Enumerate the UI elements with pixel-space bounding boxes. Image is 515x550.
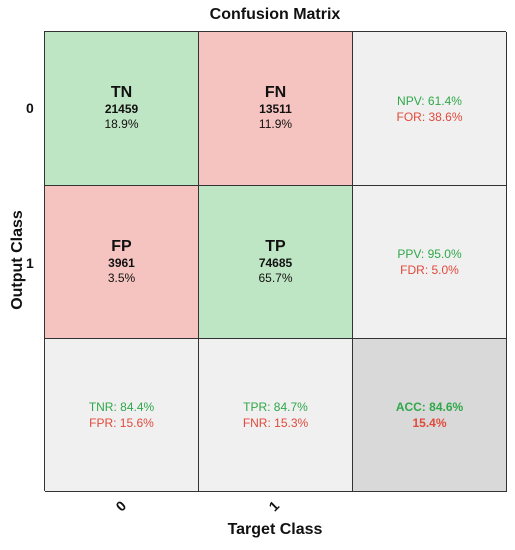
overall-summary: ACC: 84.6% 15.4% <box>353 339 507 492</box>
cell-fp: FP 3961 3.5% <box>45 186 199 339</box>
cell-fn-percent: 11.9% <box>258 117 293 131</box>
cell-fp-label: FP <box>111 237 132 255</box>
fpr-value: FPR: 15.6% <box>89 416 154 430</box>
cell-fn-count: 13511 <box>259 102 292 116</box>
y-tick-0: 0 <box>26 100 34 116</box>
npv-value: NPV: 61.4% <box>397 93 462 108</box>
cell-tn-label: TN <box>110 84 133 101</box>
tnr-value: TNR: 84.4% <box>88 400 155 414</box>
fnr-value: FNR: 15.3% <box>242 416 309 430</box>
cell-tn-count: 21459 <box>104 102 139 116</box>
x-axis-label: Target Class <box>227 521 323 538</box>
error-rate-value: 15.4% <box>412 416 447 430</box>
row-1-summary: PPV: 95.0% FDR: 5.0% <box>353 186 507 339</box>
cell-fn: FN 13511 11.9% <box>199 32 353 186</box>
fdr-value: FDR: 5.0% <box>400 263 459 277</box>
row-0-summary: NPV: 61.4% FOR: 38.6% <box>353 32 507 186</box>
x-tick-0: 0 <box>112 497 130 515</box>
col-0-summary: TNR: 84.4% FPR: 15.6% <box>45 339 199 492</box>
confusion-matrix: TN 21459 18.9% FN 13511 11.9% NPV: 61.4%… <box>44 31 507 492</box>
accuracy-value: ACC: 84.6% <box>395 400 464 414</box>
tpr-value: TPR: 84.7% <box>243 400 308 414</box>
cell-tp: TP 74685 65.7% <box>199 186 353 339</box>
cell-tn-percent: 18.9% <box>104 117 139 131</box>
cell-tp-percent: 65.7% <box>258 270 293 285</box>
cell-fp-count: 3961 <box>108 255 135 270</box>
cell-tn: TN 21459 18.9% <box>45 32 199 186</box>
x-tick-1: 1 <box>265 497 283 515</box>
for-value: FOR: 38.6% <box>396 109 463 124</box>
y-tick-1: 1 <box>26 255 34 271</box>
y-axis-label: Output Class <box>9 210 26 310</box>
cell-fn-label: FN <box>264 84 287 101</box>
cell-tp-count: 74685 <box>258 255 293 270</box>
col-1-summary: TPR: 84.7% FNR: 15.3% <box>199 339 353 492</box>
cell-fp-percent: 3.5% <box>107 270 136 285</box>
cell-tp-label: TP <box>265 237 286 255</box>
chart-title: Confusion Matrix <box>209 6 341 23</box>
ppv-value: PPV: 95.0% <box>397 247 462 261</box>
